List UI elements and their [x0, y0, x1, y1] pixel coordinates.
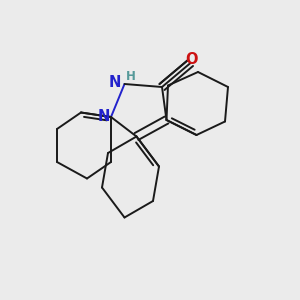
- Text: N: N: [109, 75, 122, 90]
- Text: N: N: [97, 109, 110, 124]
- Text: O: O: [186, 52, 198, 68]
- Text: H: H: [126, 70, 136, 83]
